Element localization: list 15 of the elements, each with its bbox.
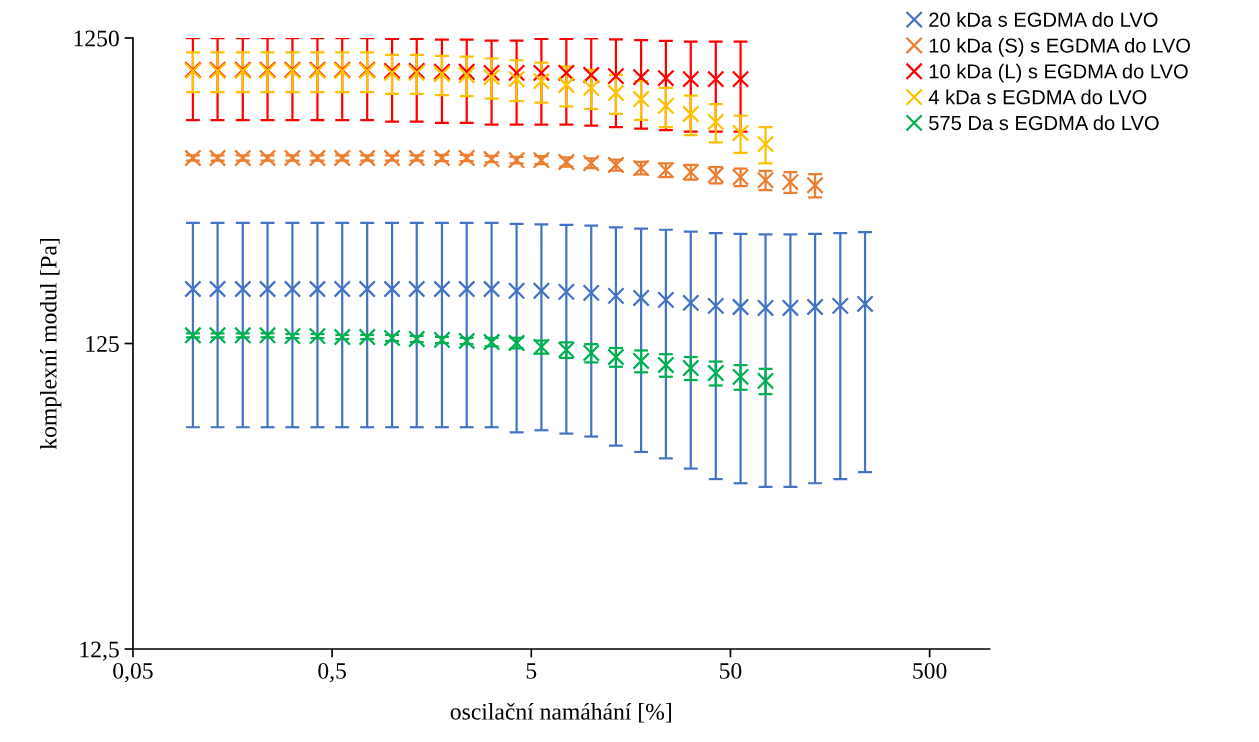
y-tick-label: 1250 [74,30,119,47]
y-tick-label: 125 [86,336,119,352]
y-axis-title: komplexní modul [Pa] [39,239,62,450]
x-tick-label: 0,05 [113,662,153,683]
legend-label: 20 kDa s EGDMA do LVO [929,12,1158,27]
x-tick-label: 0,5 [318,662,346,683]
x-axis-title: oscilační namáhání [%] [450,703,671,723]
legend-label: 4 kDa s EGDMA do LVO [928,89,1147,105]
y-tick-label: 12,5 [80,641,119,661]
x-tick-label: 5 [526,663,537,679]
x-tick-label: 50 [720,662,742,679]
legend-label: 10 kDa (S) s EGDMA do LVO [929,37,1190,57]
legend-label: 10 kDa (L) s EGDMA do LVO [929,63,1188,83]
x-tick-label: 500 [913,662,947,679]
legend-label: 575 Da s EGDMA do LVO [929,115,1159,131]
